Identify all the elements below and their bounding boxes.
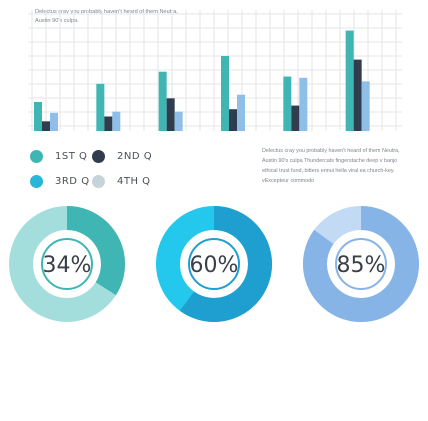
bar-2nd-q-3 [166, 98, 175, 131]
legend-description: Delectus cray you probably haven't heard… [262, 148, 400, 184]
bars [34, 30, 370, 132]
donut-percent-label: 60% [190, 253, 239, 278]
bar-2nd-q-2 [104, 116, 113, 131]
bar-3rd-q-4 [237, 94, 245, 131]
legend-dot-icon [30, 174, 43, 188]
legend-dot-icon [92, 174, 105, 188]
bar-2nd-q-6 [353, 59, 362, 131]
donut-2: 60% [156, 206, 272, 322]
bar-1st-q-6 [345, 30, 354, 131]
bar-3rd-q-2 [112, 111, 121, 131]
legend-dot-icon [92, 149, 105, 163]
bar-1st-q-5 [283, 76, 292, 131]
bar-1st-q-4 [221, 55, 229, 132]
legend-item-3rd-q: 3RD Q [30, 171, 90, 191]
chart-caption: Delectus cray you probably haven't heard… [35, 9, 178, 24]
bar-2nd-q-5 [291, 105, 300, 131]
donut-percent-label: 34% [43, 253, 92, 278]
legend-label: 4TH Q [117, 175, 151, 187]
legend-item-4th-q: 4TH Q [92, 171, 151, 191]
legend-item-1st-q: 1ST Q [30, 146, 87, 166]
donut-percent-label: 85% [337, 253, 386, 278]
donut-center [188, 238, 240, 290]
bar-2nd-q-1 [42, 121, 50, 131]
legend-label: 3RD Q [55, 175, 90, 187]
bar-1st-q-3 [158, 71, 167, 131]
donut-center [335, 238, 387, 290]
bar-3rd-q-3 [174, 111, 183, 131]
bar-3rd-q-6 [361, 81, 370, 131]
legend-label: 2ND Q [117, 150, 153, 162]
legend-dot-icon [30, 149, 43, 163]
legend-label: 1ST Q [55, 150, 88, 162]
bar-chart [28, 10, 402, 132]
bar-2nd-q-4 [229, 109, 237, 131]
bar-3rd-q-5 [299, 77, 308, 131]
bar-1st-q-1 [34, 101, 42, 131]
bar-1st-q-2 [96, 83, 105, 131]
donut-1: 34% [9, 206, 125, 322]
bar-3rd-q-1 [50, 112, 58, 131]
donut-3: 85% [303, 206, 419, 322]
donut-value-arc [303, 206, 419, 322]
legend-item-2nd-q: 2ND Q [92, 146, 152, 166]
donut-value-arc [179, 206, 272, 322]
donut-center [41, 238, 93, 290]
donut-value-arc [66, 206, 125, 296]
legend: 1ST Q 2ND Q 3RD Q 4TH Q [30, 146, 190, 226]
